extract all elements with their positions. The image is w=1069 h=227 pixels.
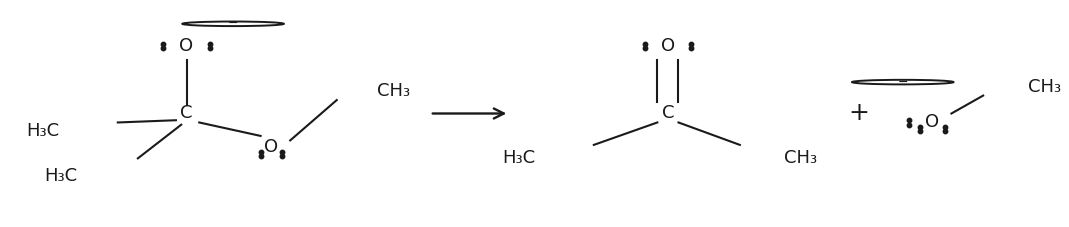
Text: CH₃: CH₃ xyxy=(1027,78,1060,96)
Text: CH₃: CH₃ xyxy=(785,149,818,167)
Text: CH₃: CH₃ xyxy=(377,82,410,100)
Text: O: O xyxy=(926,114,940,131)
Text: O: O xyxy=(264,138,278,156)
Text: H₃C: H₃C xyxy=(502,149,536,167)
Text: O: O xyxy=(661,37,675,55)
Text: H₃C: H₃C xyxy=(27,122,60,141)
Text: +: + xyxy=(848,101,869,126)
Text: −: − xyxy=(228,17,238,30)
Text: H₃C: H₃C xyxy=(45,167,78,185)
Text: C: C xyxy=(662,104,675,123)
Text: C: C xyxy=(181,104,192,123)
Text: −: − xyxy=(898,76,908,89)
Text: O: O xyxy=(180,37,193,55)
